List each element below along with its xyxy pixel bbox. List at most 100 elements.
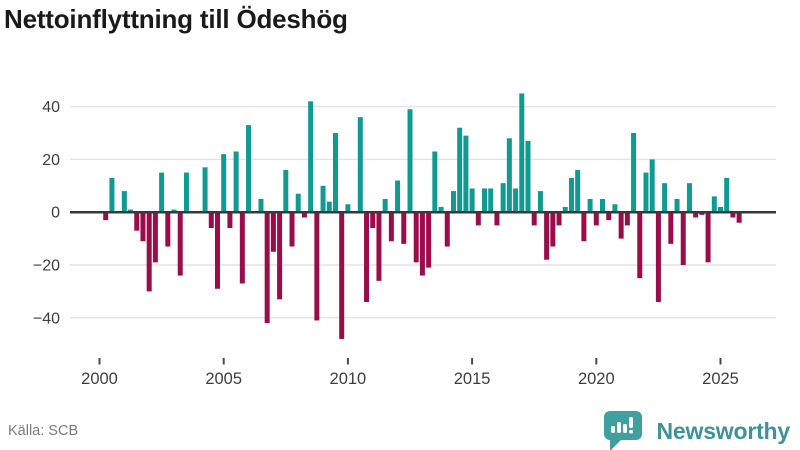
bar (382, 199, 388, 213)
bar (575, 169, 581, 213)
bar (376, 212, 382, 281)
bar (705, 212, 711, 263)
bar (419, 212, 425, 276)
bar (475, 212, 481, 226)
bar (680, 212, 686, 265)
x-axis-tick-label: 2025 (702, 370, 739, 388)
bar (308, 101, 314, 213)
bar (699, 212, 705, 215)
bar (283, 169, 289, 213)
bar (593, 212, 599, 226)
bar (357, 117, 363, 213)
bar (370, 212, 376, 229)
bar (649, 159, 655, 213)
bar (718, 206, 723, 213)
bar (631, 133, 637, 213)
bar (488, 188, 494, 213)
bar (637, 212, 643, 279)
bar (550, 212, 556, 247)
bar (730, 212, 736, 218)
axes: 40 20 0 −20 −40 2000 2005 2010 2015 2020 2025 (33, 99, 776, 388)
y-axis-tick-label: 40 (42, 99, 60, 116)
bar (177, 212, 183, 276)
bar (401, 212, 407, 244)
bar (165, 212, 171, 247)
bar (457, 127, 463, 213)
source-label: Källa: SCB (8, 423, 79, 439)
bar (624, 212, 630, 226)
bar (121, 191, 127, 213)
bar (202, 167, 208, 213)
bar (140, 212, 146, 242)
bar (171, 209, 177, 213)
x-axis-tick-label: 2005 (205, 370, 242, 388)
bar (221, 154, 227, 213)
bar (686, 183, 692, 213)
bar (519, 93, 525, 213)
bar (388, 212, 394, 242)
bar (711, 196, 717, 213)
bar (227, 212, 233, 229)
bar (444, 212, 450, 247)
bar (494, 212, 500, 226)
bar (562, 206, 568, 213)
bar (345, 204, 351, 213)
bar (134, 212, 140, 231)
brand-name: Newsworthy (656, 417, 791, 444)
bar (264, 212, 270, 324)
bar (662, 183, 668, 213)
x-axis-tick-label: 2020 (578, 370, 615, 388)
x-axis-tick-label: 2010 (330, 370, 367, 388)
bar (450, 191, 456, 213)
x-axis-tick-label: 2015 (454, 370, 491, 388)
bar (581, 212, 587, 242)
bar (736, 212, 742, 223)
bar (482, 188, 488, 213)
bar (289, 212, 295, 247)
bar (643, 172, 649, 213)
bar (600, 199, 606, 213)
y-axis-tick-label: −20 (33, 258, 60, 275)
bar (674, 199, 680, 213)
bar (208, 212, 214, 229)
bar (668, 212, 674, 244)
bar (463, 135, 469, 213)
bar (544, 212, 550, 260)
bar (587, 199, 593, 213)
chart-title: Nettoinflyttning till Ödeshög (4, 4, 348, 34)
bar (655, 212, 661, 302)
bar (407, 109, 413, 213)
bar (432, 151, 438, 213)
brand-logo-link[interactable]: Newsworthy (603, 410, 790, 450)
bar (568, 177, 574, 213)
bar (531, 212, 537, 226)
bar (395, 180, 401, 213)
bar (146, 212, 152, 292)
bar (270, 212, 276, 252)
bar (537, 191, 543, 213)
bar (606, 212, 612, 221)
bar (469, 188, 475, 213)
bar (438, 206, 444, 213)
bar (326, 201, 332, 213)
bar (258, 199, 264, 213)
bar (301, 212, 307, 218)
bar (426, 212, 432, 268)
bar (612, 204, 618, 213)
bar (239, 212, 245, 284)
bar (152, 212, 158, 263)
bar (724, 177, 730, 213)
bar (413, 212, 419, 263)
bar (506, 138, 512, 213)
bar (364, 212, 370, 302)
bar (128, 209, 134, 213)
bar (320, 185, 326, 213)
bar (159, 172, 165, 213)
y-axis-tick-label: −40 (33, 310, 60, 327)
bar (214, 212, 220, 289)
y-axis-tick-label: 0 (51, 205, 60, 222)
bar (103, 212, 109, 221)
bar-series (103, 93, 742, 339)
